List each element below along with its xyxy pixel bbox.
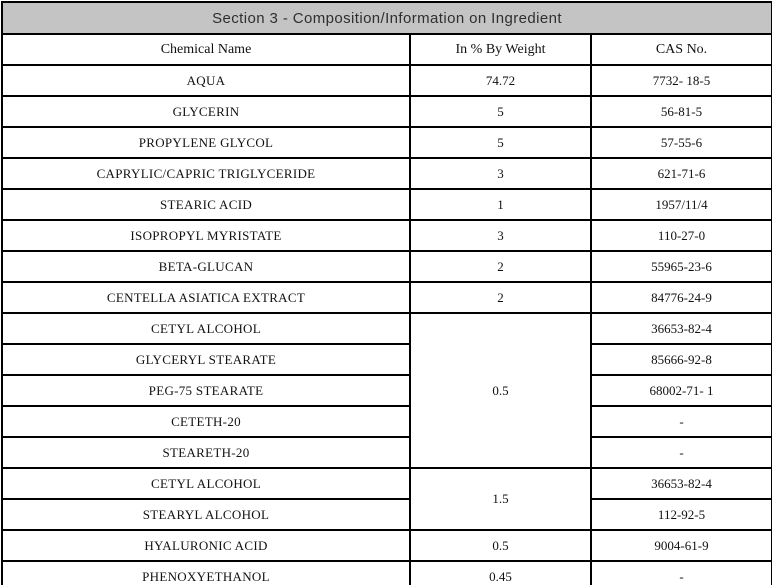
weight-cell: 5 (409, 95, 592, 128)
cas-cell: 85666-92-8 (589, 343, 772, 376)
table-row: GLYCERIN 5 56-81-5 (1, 95, 772, 128)
table-row: PEG-75 STEARATE 68002-71- 1 (1, 374, 772, 407)
chemical-name-cell: HYALURONIC ACID (1, 529, 411, 562)
weight-cell: 1 (409, 188, 592, 221)
chemical-name-cell: PROPYLENE GLYCOL (1, 126, 411, 159)
cas-cell: 110-27-0 (589, 219, 772, 252)
chemical-name-cell: STEARYL ALCOHOL (1, 498, 411, 531)
table-row: CAPRYLIC/CAPRIC TRIGLYCERIDE 3 621-71-6 (1, 157, 772, 190)
cas-cell: 36653-82-4 (589, 467, 772, 500)
chemical-name-cell: CETYL ALCOHOL (1, 467, 411, 500)
table-row: GLYCERYL STEARATE 85666-92-8 (1, 343, 772, 376)
cas-cell: 68002-71- 1 (589, 374, 772, 407)
weight-cell: 0.5 (409, 529, 592, 562)
cas-cell: - (589, 560, 772, 585)
section-title: Section 3 - Composition/Information on I… (0, 1, 772, 35)
chemical-name-cell: CETETH-20 (1, 405, 411, 438)
chemical-name-cell: CAPRYLIC/CAPRIC TRIGLYCERIDE (1, 157, 411, 190)
chemical-name-cell: GLYCERYL STEARATE (1, 343, 411, 376)
table-row: CETYL ALCOHOL 1.5 36653-82-4 (1, 467, 772, 531)
chemical-name-cell: GLYCERIN (1, 95, 411, 128)
table-row: STEARIC ACID 1 1957/11/4 (1, 188, 772, 221)
weight-cell: 74.72 (409, 64, 592, 97)
weight-cell: 3 (409, 219, 592, 252)
cas-cell: - (589, 405, 772, 438)
cas-cell: 36653-82-4 (589, 312, 772, 345)
column-header-cas: CAS No. (589, 33, 772, 66)
cas-cell: 7732- 18-5 (589, 64, 772, 97)
chemical-name-cell: STEARIC ACID (1, 188, 411, 221)
cas-cell: 55965-23-6 (589, 250, 772, 283)
weight-cell: 1.5 (409, 467, 592, 531)
cas-cell: - (589, 436, 772, 469)
weight-cell: 3 (409, 157, 592, 190)
weight-cell: 0.45 (409, 560, 592, 585)
table-row: STEARYL ALCOHOL 112-92-5 (1, 498, 772, 531)
chemical-name-cell: ISOPROPYL MYRISTATE (1, 219, 411, 252)
chemical-name-cell: CETYL ALCOHOL (1, 312, 411, 345)
cas-cell: 112-92-5 (589, 498, 772, 531)
chemical-name-cell: PEG-75 STEARATE (1, 374, 411, 407)
column-header-chemical-name: Chemical Name (1, 33, 411, 66)
table-row: PROPYLENE GLYCOL 5 57-55-6 (1, 126, 772, 159)
cas-cell: 56-81-5 (589, 95, 772, 128)
chemical-name-cell: STEARETH-20 (1, 436, 411, 469)
weight-cell: 2 (409, 281, 592, 314)
column-header-row: Chemical Name In % By Weight CAS No. (1, 33, 772, 66)
table-row: CETETH-20 - (1, 405, 772, 438)
chemical-name-cell: BETA-GLUCAN (1, 250, 411, 283)
table-row: STEARETH-20 - (1, 436, 772, 469)
table-row: CETYL ALCOHOL 0.5 36653-82-4 (1, 312, 772, 469)
table-row: HYALURONIC ACID 0.5 9004-61-9 (1, 529, 772, 562)
chemical-name-cell: AQUA (1, 64, 411, 97)
chemical-name-cell: CENTELLA ASIATICA EXTRACT (1, 281, 411, 314)
weight-cell: 2 (409, 250, 592, 283)
table-row: CENTELLA ASIATICA EXTRACT 2 84776-24-9 (1, 281, 772, 314)
cas-cell: 1957/11/4 (589, 188, 772, 221)
table-row: PHENOXYETHANOL 0.45- (1, 560, 772, 585)
cas-cell: 57-55-6 (589, 126, 772, 159)
cas-cell: 621-71-6 (589, 157, 772, 190)
cas-cell: 9004-61-9 (589, 529, 772, 562)
chemical-name-cell: PHENOXYETHANOL (1, 560, 411, 585)
table-row: ISOPROPYL MYRISTATE 3 110-27-0 (1, 219, 772, 252)
weight-cell: 5 (409, 126, 592, 159)
section-title-row: Section 3 - Composition/Information on I… (0, 1, 772, 35)
table-row: BETA-GLUCAN 2 55965-23-6 (1, 250, 772, 283)
weight-cell: 0.5 (409, 312, 592, 469)
table-row: AQUA 74.72 7732- 18-5 (1, 64, 772, 97)
cas-cell: 84776-24-9 (589, 281, 772, 314)
column-header-weight: In % By Weight (409, 33, 592, 66)
